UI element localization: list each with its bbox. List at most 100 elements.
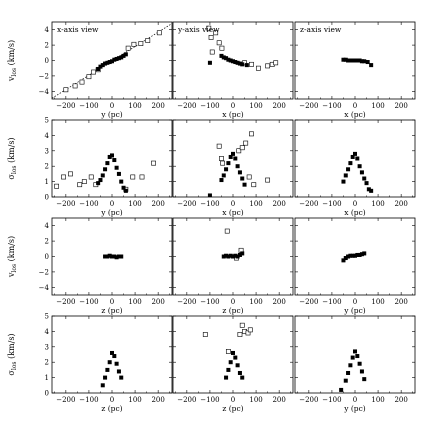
data-point-filled bbox=[110, 153, 115, 158]
data-point-filled bbox=[237, 170, 242, 175]
data-point-open bbox=[208, 34, 214, 40]
data-point-open bbox=[249, 61, 254, 67]
plot-frame bbox=[294, 315, 416, 394]
x-tick-label: −100 bbox=[322, 298, 341, 306]
data-point-open bbox=[216, 143, 222, 149]
x-tick-label: 100 bbox=[371, 396, 384, 404]
x-axis-label: y (pc) bbox=[100, 110, 123, 119]
data-point-open bbox=[145, 38, 151, 43]
data-point-filled bbox=[107, 360, 112, 365]
x-tick-label: −200 bbox=[56, 396, 75, 404]
x-tick-label: 100 bbox=[128, 396, 141, 404]
data-point-filled bbox=[114, 165, 119, 170]
data-point-filled bbox=[123, 52, 128, 57]
y-tick-label: −2 bbox=[39, 72, 49, 80]
data-point-filled bbox=[233, 355, 238, 360]
data-point-filled bbox=[357, 164, 362, 169]
data-point-filled bbox=[121, 185, 126, 190]
plot-frame bbox=[172, 119, 294, 198]
data-point-filled bbox=[112, 354, 117, 359]
data-point-filled bbox=[224, 167, 229, 172]
x-tick-label: 0 bbox=[353, 200, 357, 208]
x-tick-label: 100 bbox=[128, 102, 141, 110]
data-point-open bbox=[236, 148, 242, 154]
data-point-open bbox=[216, 40, 222, 46]
y-axis-label: σlos (km/s) bbox=[7, 333, 18, 375]
x-tick-label: −100 bbox=[200, 200, 219, 208]
data-point-open bbox=[273, 60, 279, 66]
data-point-filled bbox=[219, 178, 224, 183]
data-point-filled bbox=[231, 350, 236, 355]
data-point-filled bbox=[240, 176, 245, 181]
data-point-filled bbox=[221, 173, 226, 178]
data-point-open bbox=[239, 145, 245, 151]
data-point-filled bbox=[228, 154, 233, 159]
markers bbox=[341, 57, 374, 68]
markers bbox=[100, 350, 124, 388]
x-tick-label: 200 bbox=[272, 102, 285, 110]
x-tick-label: −100 bbox=[79, 396, 98, 404]
x-tick-label: −100 bbox=[200, 396, 219, 404]
x-tick-label: 100 bbox=[371, 200, 384, 208]
data-point-filled bbox=[103, 167, 108, 172]
data-point-filled bbox=[341, 179, 346, 184]
y-tick-label: −4 bbox=[39, 88, 50, 96]
plot-frame bbox=[51, 119, 173, 198]
data-point-open bbox=[243, 140, 249, 146]
data-point-open bbox=[151, 160, 156, 166]
data-point-filled bbox=[207, 193, 212, 197]
data-point-filled bbox=[100, 173, 105, 178]
data-point-open bbox=[209, 49, 215, 55]
panel-11: −200 −100 0 100 200 z (pc) bbox=[172, 315, 294, 413]
data-point-filled bbox=[100, 383, 105, 388]
data-point-filled bbox=[352, 349, 357, 354]
markers bbox=[341, 151, 374, 193]
x-tick-label: −200 bbox=[299, 298, 318, 306]
x-tick-label: 100 bbox=[371, 102, 384, 110]
markers bbox=[54, 153, 156, 193]
data-point-filled bbox=[224, 375, 229, 380]
x-tick-label: 0 bbox=[231, 396, 235, 404]
x-tick-label: −100 bbox=[322, 396, 341, 404]
panel-title: x-axis view bbox=[57, 25, 99, 34]
x-tick-label: 200 bbox=[151, 298, 164, 306]
data-point-filled bbox=[112, 158, 117, 163]
y-tick-label: 3 bbox=[45, 343, 49, 351]
data-point-open bbox=[130, 174, 136, 180]
x-axis-label: y (pc) bbox=[343, 306, 366, 315]
data-point-open bbox=[255, 65, 261, 71]
x-tick-label: 100 bbox=[249, 298, 262, 306]
data-point-filled bbox=[369, 188, 374, 193]
x-tick-label: −100 bbox=[322, 102, 341, 110]
y-tick-label: 3 bbox=[45, 147, 49, 155]
panel-5: −200 −100 0 100 200 x (pc) bbox=[172, 119, 294, 217]
data-point-open bbox=[72, 83, 78, 89]
x-tick-label: 0 bbox=[231, 102, 235, 110]
x-axis-label: z (pc) bbox=[222, 306, 243, 315]
data-point-open bbox=[219, 45, 225, 51]
x-tick-label: −200 bbox=[56, 298, 75, 306]
data-point-filled bbox=[348, 161, 353, 166]
y-tick-label: 4 bbox=[45, 328, 50, 336]
x-tick-label: 0 bbox=[353, 102, 357, 110]
data-point-filled bbox=[105, 367, 110, 372]
x-tick-label: −200 bbox=[299, 102, 318, 110]
data-point-open bbox=[68, 171, 73, 177]
data-point-open bbox=[77, 182, 83, 188]
panel-title: y-axis view bbox=[177, 25, 220, 34]
data-point-open bbox=[202, 332, 208, 337]
data-point-open bbox=[220, 160, 226, 166]
data-point-open bbox=[63, 87, 69, 93]
markers bbox=[339, 349, 367, 392]
data-point-open bbox=[213, 30, 219, 36]
panel-3: −200 −100 0 100 200 z-axis view x (pc) bbox=[294, 21, 416, 119]
panel-10: −200 −100 0 100 200 0 1 2 3 4 5 z (pc) σlos (km/s) bbox=[7, 313, 173, 413]
x-tick-label: −200 bbox=[177, 102, 196, 110]
x-tick-label: −100 bbox=[79, 298, 98, 306]
data-point-filled bbox=[226, 367, 231, 372]
panel-9: −200 −100 0 100 200 y (pc) bbox=[294, 217, 416, 315]
markers bbox=[341, 251, 367, 263]
data-point-open bbox=[246, 174, 252, 180]
data-point-filled bbox=[359, 369, 364, 374]
data-point-filled bbox=[226, 161, 231, 166]
